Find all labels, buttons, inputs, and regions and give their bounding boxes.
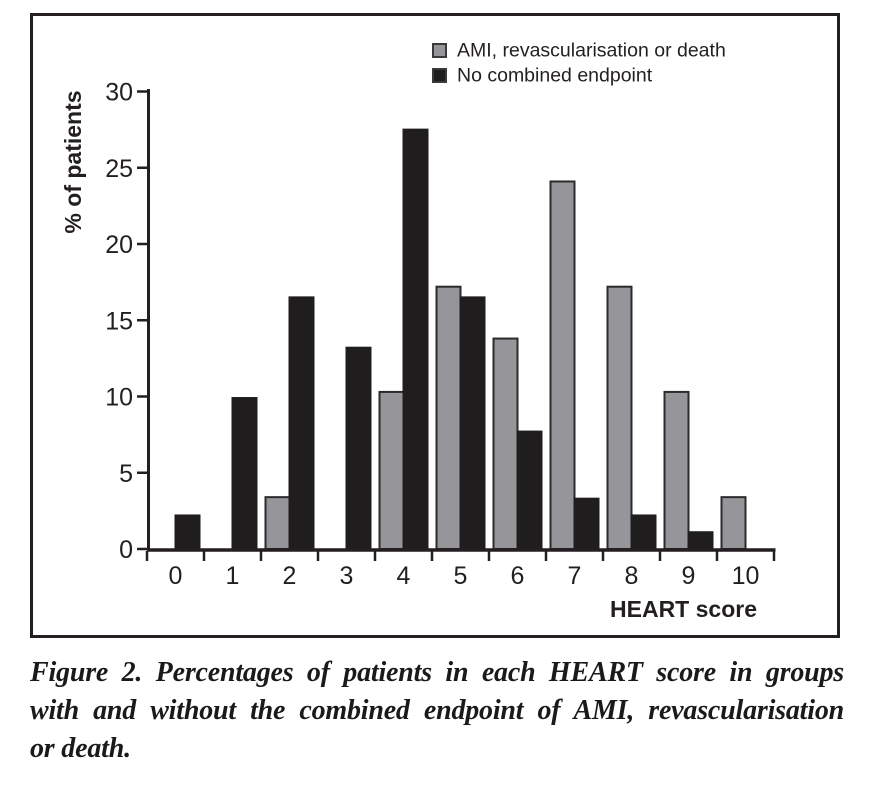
y-tick-label-15: 15 <box>105 307 133 335</box>
bar-ami-revascularisation-or-death-score-4 <box>378 390 405 550</box>
y-tick-label-25: 25 <box>105 155 133 183</box>
figure-caption: Figure 2. Percentages of patients in eac… <box>30 654 844 768</box>
x-axis-label: HEART score <box>610 596 757 622</box>
y-tick-label-30: 30 <box>105 79 133 107</box>
y-tick-label-0: 0 <box>119 536 133 564</box>
x-tick-label-0: 0 <box>169 562 183 590</box>
y-tick-label-20: 20 <box>105 231 133 259</box>
legend-swatch-ami-revascularisation-or-death <box>432 43 447 58</box>
bar-no-combined-endpoint-score-0 <box>174 514 201 551</box>
bar-no-combined-endpoint-score-3 <box>345 346 372 551</box>
y-tick-label-10: 10 <box>105 384 133 412</box>
y-tick-label-5: 5 <box>119 460 133 488</box>
bar-ami-revascularisation-or-death-score-10 <box>720 496 747 550</box>
bar-ami-revascularisation-or-death-score-5 <box>435 285 462 550</box>
legend-item-ami-revascularisation-or-death: AMI, revascularisation or death <box>432 40 726 62</box>
bar-ami-revascularisation-or-death-score-7 <box>549 180 576 550</box>
x-tick-label-6: 6 <box>511 562 525 590</box>
caption-line: with and without the combined endpoint o… <box>30 695 844 726</box>
x-tick-label-3: 3 <box>340 562 354 590</box>
bar-no-combined-endpoint-score-9 <box>687 531 714 550</box>
bar-no-combined-endpoint-score-6 <box>516 430 543 551</box>
chart-frame <box>30 13 840 638</box>
bar-ami-revascularisation-or-death-score-2 <box>264 496 291 550</box>
bar-ami-revascularisation-or-death-score-6 <box>492 337 519 550</box>
x-tick-label-5: 5 <box>454 562 468 590</box>
x-tick-label-1: 1 <box>226 562 240 590</box>
x-tick-label-9: 9 <box>682 562 696 590</box>
bar-ami-revascularisation-or-death-score-9 <box>663 390 690 550</box>
x-tick-label-7: 7 <box>568 562 582 590</box>
legend-label-no-combined-endpoint: No combined endpoint <box>457 65 653 87</box>
x-tick-label-8: 8 <box>625 562 639 590</box>
caption-line: Figure 2. Percentages of patients in eac… <box>30 657 844 688</box>
x-tick-label-2: 2 <box>283 562 297 590</box>
bar-ami-revascularisation-or-death-score-8 <box>606 285 633 550</box>
bar-no-combined-endpoint-score-7 <box>573 497 600 550</box>
bar-no-combined-endpoint-score-8 <box>630 514 657 551</box>
x-tick-label-4: 4 <box>397 562 411 590</box>
heart-score-chart: AMI, revascularisation or death No combin… <box>30 13 840 638</box>
bar-no-combined-endpoint-score-1 <box>231 397 258 550</box>
bar-no-combined-endpoint-score-5 <box>459 296 486 550</box>
x-tick-label-10: 10 <box>732 562 760 590</box>
bar-no-combined-endpoint-score-2 <box>288 296 315 550</box>
legend-swatch-no-combined-endpoint <box>432 68 447 83</box>
y-axis-label: % of patients <box>60 90 86 233</box>
legend-label-ami-revascularisation-or-death: AMI, revascularisation or death <box>457 40 726 62</box>
caption-line: or death. <box>30 733 131 764</box>
bar-no-combined-endpoint-score-4 <box>402 128 429 550</box>
legend-item-no-combined-endpoint: No combined endpoint <box>432 65 653 87</box>
